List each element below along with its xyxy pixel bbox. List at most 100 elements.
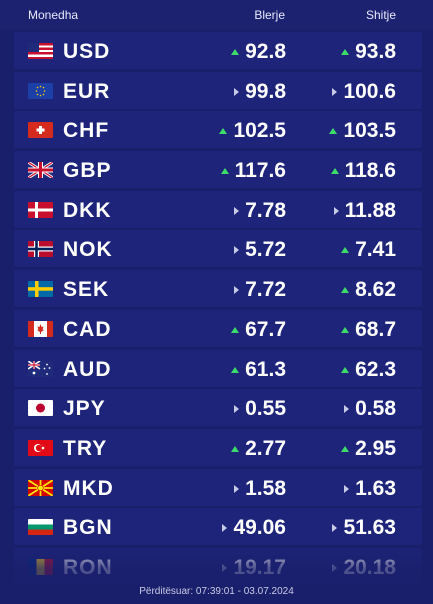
arrow-up-icon (220, 168, 229, 175)
buy-value: 117.6 (220, 159, 286, 183)
rate-row-try: TRY 2.77 2.95 (14, 428, 422, 466)
arrow-right-icon (222, 563, 228, 572)
arrow-up-icon (231, 366, 240, 373)
bg-flag-icon (28, 519, 53, 536)
jp-flag-icon (28, 400, 53, 417)
rate-row-ron: RON 19.17 20.18 (14, 547, 422, 585)
buy-value: 19.17 (222, 556, 286, 580)
no-flag-icon (28, 241, 53, 258)
currency-code: EUR (63, 79, 111, 103)
arrow-up-icon (330, 168, 339, 175)
arrow-up-icon (231, 49, 240, 55)
sell-value: 0.58 (344, 397, 396, 421)
header-buy: Blerje (254, 8, 285, 22)
arrow-right-icon (222, 524, 228, 533)
buy-value: 102.5 (219, 119, 286, 143)
rate-row-gbp: GBP 117.6 118.6 (14, 151, 422, 189)
buy-value: 61.3 (231, 358, 286, 382)
header-sell: Shitje (365, 8, 396, 22)
rate-row-aud: AUD 61.3 62.3 (14, 349, 422, 387)
table-header: Monedha Blerje Shitje (0, 0, 433, 30)
rate-row-jpy: JPY 0.55 0.58 (14, 389, 422, 427)
buy-value: 49.06 (222, 516, 286, 540)
rate-row-sek: SEK 7.72 8.62 (14, 270, 422, 308)
arrow-right-icon (344, 484, 350, 493)
arrow-right-icon (234, 286, 240, 295)
arrow-up-icon (341, 326, 350, 333)
rate-row-nok: NOK 5.72 7.41 (14, 230, 422, 268)
currency-code: NOK (63, 238, 113, 262)
sell-value: 1.63 (344, 477, 396, 501)
header-currency: Monedha (28, 8, 79, 22)
sell-value: 103.5 (329, 119, 396, 143)
arrow-up-icon (341, 247, 350, 254)
gb-flag-icon (28, 162, 53, 179)
currency-code: CHF (63, 119, 110, 143)
arrow-right-icon (234, 405, 240, 414)
mk-flag-icon (28, 479, 53, 496)
ch-flag-icon (28, 122, 53, 139)
sell-value: 93.8 (341, 40, 396, 64)
currency-code: MKD (63, 476, 114, 500)
sell-value: 100.6 (332, 80, 396, 104)
arrow-up-icon (341, 366, 350, 373)
eu-flag-icon (28, 82, 53, 99)
buy-value: 0.55 (234, 397, 286, 421)
currency-code: TRY (63, 436, 108, 460)
arrow-up-icon (341, 49, 350, 55)
sell-value: 2.95 (341, 437, 396, 461)
arrow-right-icon (234, 206, 240, 215)
arrow-up-icon (231, 445, 240, 452)
se-flag-icon (28, 281, 53, 298)
arrow-right-icon (332, 524, 338, 533)
rate-row-usd: USD 92.8 93.8 (14, 32, 422, 69)
currency-code: RON (63, 555, 113, 579)
currency-code: CAD (63, 317, 112, 341)
rate-row-dkk: DKK 7.78 11.88 (14, 190, 422, 228)
ro-flag-icon (28, 558, 53, 575)
currency-code: BGN (63, 516, 113, 540)
currency-code: JPY (63, 397, 106, 421)
sell-value: 7.41 (341, 238, 396, 262)
buy-value: 99.8 (234, 80, 286, 104)
arrow-up-icon (341, 445, 350, 452)
arrow-right-icon (234, 484, 240, 493)
sell-value: 118.6 (330, 159, 396, 183)
au-flag-icon (28, 360, 53, 377)
rate-row-bgn: BGN 49.06 51.63 (14, 508, 422, 546)
tr-flag-icon (28, 439, 53, 456)
currency-code: DKK (63, 198, 112, 222)
currency-code: AUD (63, 357, 112, 381)
arrow-up-icon (341, 287, 350, 294)
buy-value: 92.8 (231, 40, 286, 64)
currency-code: SEK (63, 278, 110, 302)
arrow-right-icon (344, 405, 350, 414)
sell-value: 20.18 (332, 556, 396, 580)
buy-value: 7.78 (234, 199, 286, 223)
dk-flag-icon (28, 201, 53, 218)
buy-value: 67.7 (231, 318, 286, 342)
arrow-right-icon (332, 87, 338, 96)
sell-value: 68.7 (341, 318, 396, 342)
sell-value: 11.88 (333, 199, 396, 223)
rate-row-mkd: MKD 1.58 1.63 (14, 468, 422, 506)
sell-value: 51.63 (332, 516, 396, 540)
currency-code: USD (63, 40, 111, 63)
us-flag-icon (28, 43, 53, 59)
arrow-up-icon (219, 128, 228, 135)
last-updated: Përditësuar: 07:39:01 - 03.07.2024 (139, 586, 294, 597)
rate-row-eur: EUR 99.8 100.6 (14, 71, 422, 109)
arrow-right-icon (234, 246, 240, 255)
rate-row-chf: CHF 102.5 103.5 (14, 111, 422, 149)
currency-code: GBP (63, 159, 112, 183)
sell-value: 62.3 (341, 358, 396, 382)
buy-value: 2.77 (231, 437, 286, 461)
arrow-right-icon (333, 206, 339, 215)
ca-flag-icon (28, 320, 53, 337)
sell-value: 8.62 (341, 278, 396, 302)
arrow-right-icon (332, 563, 338, 572)
arrow-up-icon (231, 326, 240, 333)
buy-value: 5.72 (234, 238, 286, 262)
buy-value: 7.72 (234, 278, 286, 302)
rate-row-cad: CAD 67.7 68.7 (14, 309, 422, 347)
